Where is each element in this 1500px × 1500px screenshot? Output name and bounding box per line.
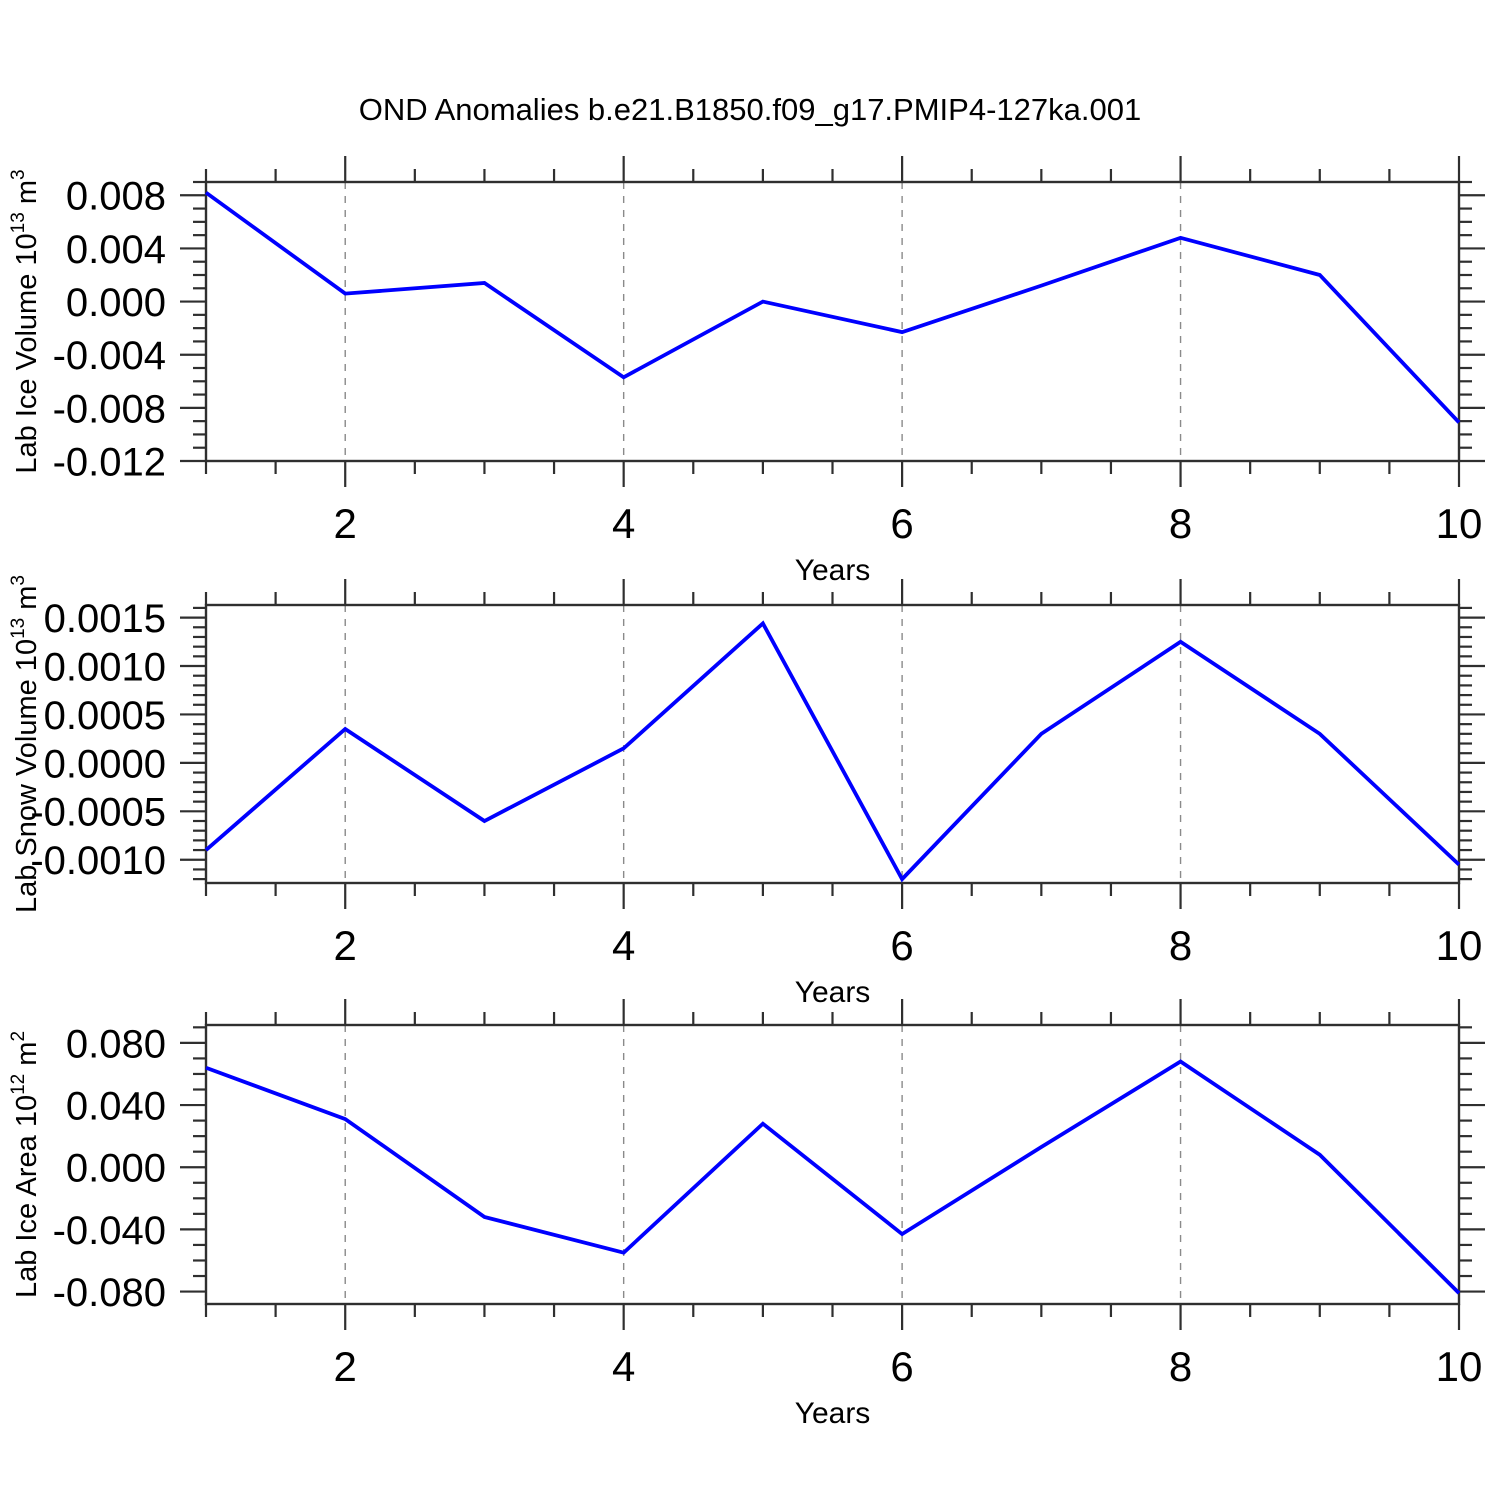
y-tick-label: 0.0015 — [44, 597, 166, 641]
y-tick-label: -0.004 — [53, 334, 166, 378]
x-tick-label: 2 — [334, 1343, 357, 1390]
y-tick-label: -0.040 — [53, 1209, 166, 1253]
data-line — [204, 191, 1461, 424]
y-tick-label: -0.0010 — [30, 839, 166, 883]
y-tick-label: -0.0005 — [30, 791, 166, 835]
y-tick-label: 0.008 — [66, 175, 166, 219]
x-tick-label: 10 — [1436, 1343, 1483, 1390]
y-tick-label: 0.000 — [66, 1147, 166, 1191]
y-tick-label: -0.008 — [53, 387, 166, 431]
y-tick-label: -0.080 — [53, 1271, 166, 1315]
data-line — [205, 1059, 1461, 1295]
x-tick-label: 2 — [334, 500, 357, 547]
plot-frame — [204, 1023, 1461, 1306]
y-axis-title: Lab Ice Area 1012 m2 — [8, 1031, 43, 1298]
x-tick-label: 4 — [612, 500, 635, 547]
chart-panel-1: 0.008 0.004 0.000 -0.004 -0.008 -0.012 2 4 6 8 10 Y… — [8, 156, 1485, 587]
y-axis-title: Lab Ice Volume 1013 m3 — [8, 169, 43, 473]
plot-frame — [204, 180, 1461, 463]
x-tick-label: 10 — [1436, 500, 1483, 547]
data-line — [204, 620, 1461, 883]
y-axis-title: Lab Snow Volume 1013 m3 — [8, 575, 43, 913]
y-tick-label: 0.0005 — [44, 694, 166, 738]
x-tick-label: 4 — [612, 922, 635, 969]
y-tick-label: 0.004 — [66, 228, 166, 272]
x-tick-label: 8 — [1169, 922, 1192, 969]
x-tick-label: 8 — [1169, 500, 1192, 547]
x-tick-label: 2 — [334, 922, 357, 969]
x-tick-label: 6 — [890, 500, 913, 547]
y-tick-label: 0.080 — [66, 1022, 166, 1066]
chart-panel-3: 0.080 0.040 0.000 -0.040 -0.080 2 4 6 8 10 Years La… — [8, 999, 1485, 1430]
x-tick-label: 8 — [1169, 1343, 1192, 1390]
y-tick-label: 0.000 — [66, 281, 166, 325]
y-tick-label: 0.040 — [66, 1084, 166, 1128]
y-tick-label: 0.0000 — [44, 742, 166, 786]
x-axis-title: Years — [795, 1397, 871, 1430]
plot-frame — [204, 603, 1461, 885]
x-tick-label: 6 — [890, 922, 913, 969]
y-tick-label: 0.0010 — [44, 645, 166, 689]
x-tick-label: 4 — [612, 1343, 635, 1390]
x-axis-title: Years — [795, 554, 871, 587]
x-axis-title: Years — [795, 976, 871, 1009]
x-tick-label: 6 — [890, 1343, 913, 1390]
x-tick-label: 10 — [1436, 922, 1483, 969]
plot-title: OND Anomalies b.e21.B1850.f09_g17.PMIP4-… — [358, 92, 1142, 127]
y-tick-label: -0.012 — [53, 440, 166, 484]
